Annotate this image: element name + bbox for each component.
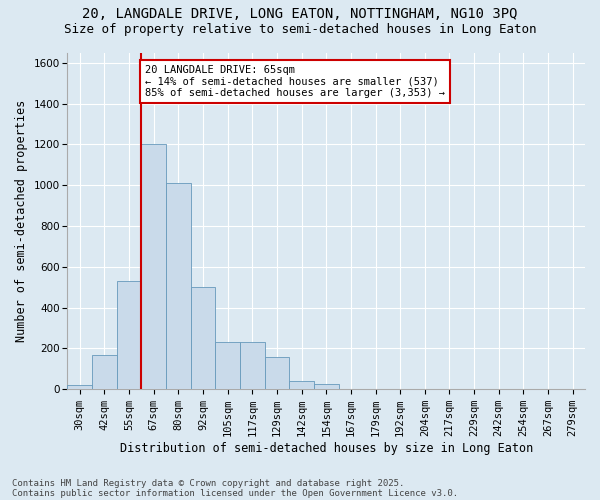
- Bar: [67, 385, 92, 389]
- Text: 20, LANGDALE DRIVE, LONG EATON, NOTTINGHAM, NG10 3PQ: 20, LANGDALE DRIVE, LONG EATON, NOTTINGH…: [82, 8, 518, 22]
- Bar: [240, 342, 265, 389]
- Bar: [166, 183, 191, 389]
- Bar: [314, 384, 338, 389]
- X-axis label: Distribution of semi-detached houses by size in Long Eaton: Distribution of semi-detached houses by …: [119, 442, 533, 455]
- Bar: [289, 381, 314, 389]
- Bar: [265, 356, 289, 389]
- Text: Contains HM Land Registry data © Crown copyright and database right 2025.: Contains HM Land Registry data © Crown c…: [12, 478, 404, 488]
- Bar: [215, 342, 240, 389]
- Y-axis label: Number of semi-detached properties: Number of semi-detached properties: [15, 100, 28, 342]
- Bar: [117, 281, 142, 389]
- Bar: [142, 144, 166, 389]
- Text: Contains public sector information licensed under the Open Government Licence v3: Contains public sector information licen…: [12, 488, 458, 498]
- Bar: [92, 354, 117, 389]
- Text: Size of property relative to semi-detached houses in Long Eaton: Size of property relative to semi-detach…: [64, 22, 536, 36]
- Text: 20 LANGDALE DRIVE: 65sqm
← 14% of semi-detached houses are smaller (537)
85% of : 20 LANGDALE DRIVE: 65sqm ← 14% of semi-d…: [145, 64, 445, 98]
- Bar: [191, 287, 215, 389]
